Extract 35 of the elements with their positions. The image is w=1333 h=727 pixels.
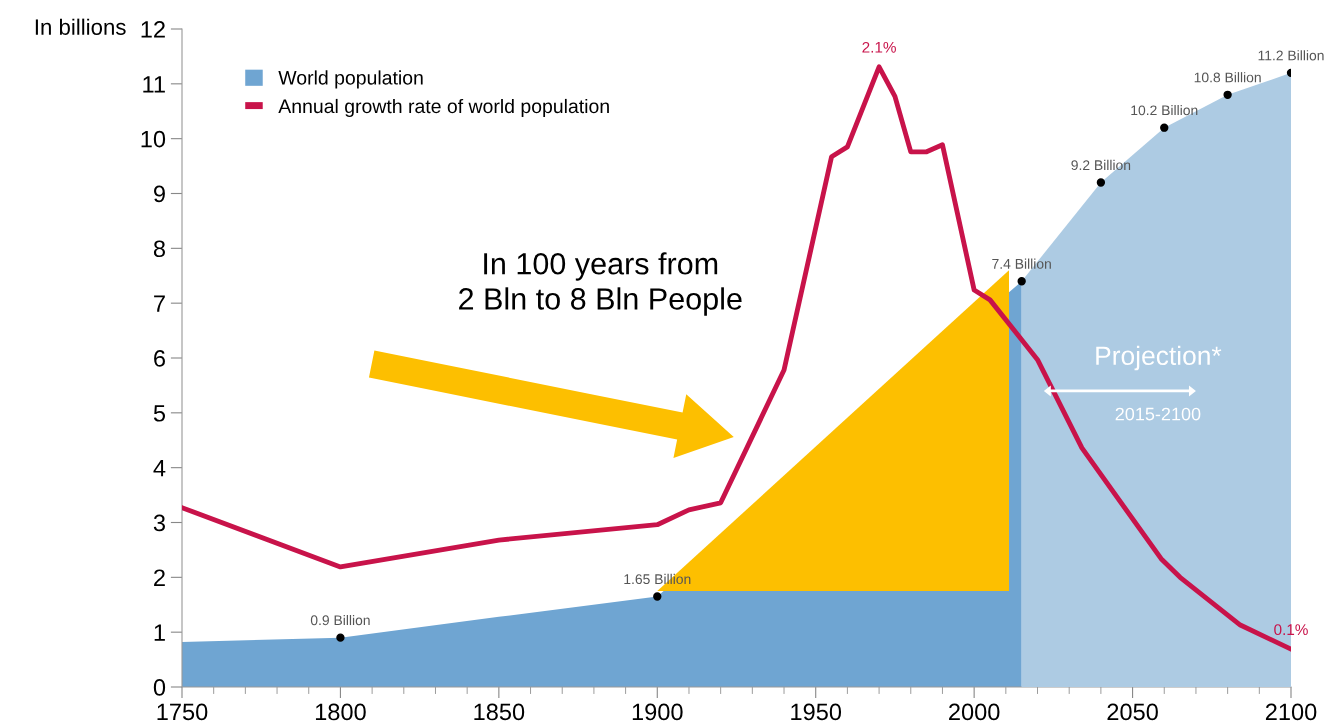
data-label: 10.8 Billion [1194, 72, 1261, 83]
y-tick-label: 12 [141, 21, 165, 38]
y-tick-label: 2 [154, 569, 165, 586]
data-label: 7.4 Billion [992, 258, 1051, 269]
x-tick-label: 2000 [949, 703, 1000, 721]
y-tick-label: 9 [154, 185, 165, 203]
legend-label: Annual growth rate of world population [278, 98, 609, 118]
y-tick-label: 6 [154, 350, 165, 367]
x-tick-label: 1900 [632, 703, 683, 721]
y-tick-label: 4 [153, 459, 166, 477]
y-tick-label: 1 [154, 624, 165, 641]
data-label: 0.9 Billion [310, 614, 370, 626]
x-tick-label: 2100 [1265, 703, 1317, 721]
y-tick-label: 5 [153, 405, 166, 422]
annotation: Projection* [1096, 345, 1222, 371]
data-label: 10.2 Billion [1131, 105, 1198, 116]
x-tick-label: 1750 [157, 703, 208, 721]
annotation: 0.1% [1274, 624, 1308, 636]
x-tick-label: 1800 [315, 703, 366, 721]
annotation: 2015-2100 [1115, 407, 1201, 421]
y-tick-label: 10 [141, 130, 166, 148]
y-tick-label: 11 [143, 76, 165, 93]
y-tick-label: 7 [154, 295, 165, 312]
annotation: 2.1% [862, 41, 896, 53]
x-tick-label: 1950 [791, 703, 842, 721]
y-tick-label: 3 [153, 514, 165, 532]
x-tick-label: 2050 [1107, 703, 1158, 721]
annotation: In 100 years from 2 Bln to 8 Bln People [459, 252, 742, 316]
data-label: 11.2 Billion [1258, 50, 1324, 61]
x-tick-label: 1850 [474, 703, 525, 721]
legend-label: World population [278, 70, 423, 89]
y-tick-label: 8 [153, 240, 165, 258]
y-tick-label: 0 [153, 679, 166, 696]
data-label: 9.2 Billion [1071, 159, 1131, 171]
y-axis-title: In billions [35, 18, 126, 35]
